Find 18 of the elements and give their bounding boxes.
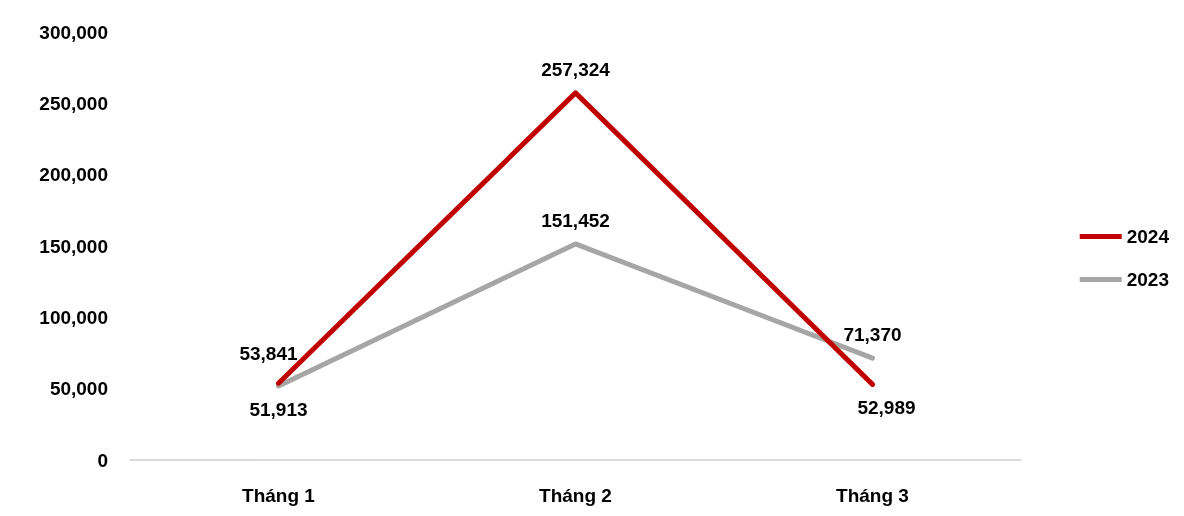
data-label: 151,452 (541, 209, 610, 231)
x-tick-label: Tháng 1 (242, 485, 316, 506)
y-tick-label: 100,000 (39, 306, 108, 328)
data-label: 257,324 (541, 58, 611, 80)
y-tick-label: 200,000 (39, 164, 108, 186)
y-tick-label: 150,000 (39, 235, 108, 257)
data-label: 51,913 (249, 398, 308, 420)
legend-label: 2023 (1126, 269, 1170, 290)
x-tick-label: Tháng 3 (836, 485, 909, 506)
y-tick-label: 300,000 (39, 21, 108, 43)
legend-label: 2024 (1126, 226, 1170, 247)
data-label: 71,370 (843, 324, 902, 346)
data-label: 53,841 (239, 343, 298, 365)
x-tick-label: Tháng 2 (539, 485, 612, 506)
y-tick-label: 250,000 (39, 92, 108, 114)
y-tick-label: 50,000 (49, 378, 108, 400)
y-tick-label: 0 (97, 449, 108, 471)
data-label: 52,989 (857, 397, 916, 419)
